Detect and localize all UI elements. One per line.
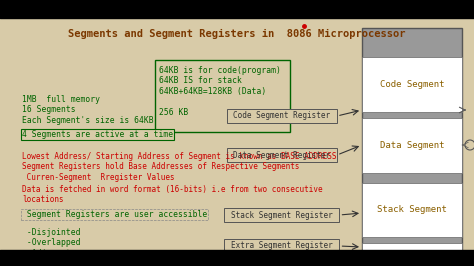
- Bar: [362, 118, 462, 173]
- Bar: [362, 183, 462, 237]
- Bar: [362, 57, 462, 112]
- Bar: [362, 243, 462, 266]
- Text: -Disjointed
 -Overlapped
 -Adjacent: -Disjointed -Overlapped -Adjacent: [22, 228, 81, 258]
- Text: 4 Segments are active at a time: 4 Segments are active at a time: [22, 130, 173, 139]
- Text: Data Segment: Data Segment: [380, 141, 444, 150]
- Text: 1MB  full memory
16 Segments
Each Segment's size is 64KB: 1MB full memory 16 Segments Each Segment…: [22, 95, 154, 125]
- Text: Data is fetched in word format (16-bits) i.e from two consecutive
locations: Data is fetched in word format (16-bits)…: [22, 185, 323, 204]
- Bar: [225, 208, 339, 222]
- Text: Lowest Address/ Starting Address of Segment is known as BASE ADDRESS
Segment Reg: Lowest Address/ Starting Address of Segm…: [22, 152, 337, 182]
- Text: Data Segment Register: Data Segment Register: [233, 151, 330, 160]
- Text: Segment Registers are user accessible: Segment Registers are user accessible: [22, 210, 207, 219]
- Text: Code Segment Register: Code Segment Register: [233, 111, 330, 120]
- Bar: [227, 148, 337, 162]
- Text: Extra Segment: Extra Segment: [377, 265, 447, 266]
- Text: 64KB is for code(program)
64KB IS for stack
64KB+64KB=128KB (Data)

256 KB: 64KB is for code(program) 64KB IS for st…: [159, 66, 281, 117]
- Bar: [227, 109, 337, 123]
- Bar: [155, 60, 290, 132]
- Text: Stack Segment Register: Stack Segment Register: [231, 210, 333, 219]
- Text: Code Segment: Code Segment: [380, 80, 444, 89]
- Text: Stack Segment: Stack Segment: [377, 206, 447, 214]
- Bar: [0, 18, 474, 250]
- Bar: [225, 239, 339, 253]
- Text: Segments and Segment Registers in  8086 Microprocessor: Segments and Segment Registers in 8086 M…: [68, 29, 406, 39]
- Text: Extra Segment Register: Extra Segment Register: [231, 242, 333, 251]
- Bar: [362, 28, 462, 262]
